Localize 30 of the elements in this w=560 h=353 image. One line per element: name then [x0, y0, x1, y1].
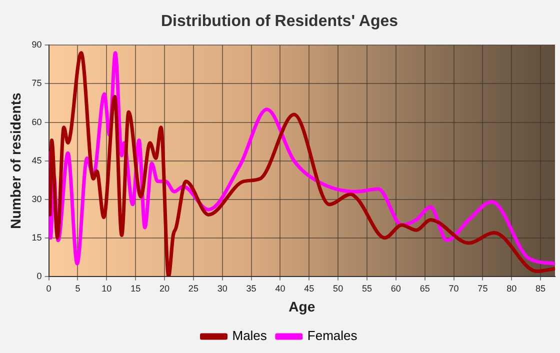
chart-title: Distribution of Residents' Ages	[160, 13, 398, 30]
y-tick-label: 60	[32, 116, 42, 127]
x-tick-label: 75	[478, 283, 488, 294]
x-tick-label: 25	[188, 283, 198, 294]
x-tick-label: 85	[536, 283, 546, 294]
y-tick-label: 90	[32, 40, 42, 50]
x-tick-label: 45	[304, 283, 314, 294]
x-tick-label: 50	[333, 283, 344, 294]
x-tick-label: 20	[160, 283, 170, 294]
y-tick-label: 75	[32, 78, 42, 88]
y-tick-label: 15	[32, 232, 42, 242]
x-axis-title: Age	[288, 298, 316, 314]
x-tick-label: 35	[246, 283, 256, 294]
x-tick-label: 60	[390, 283, 401, 294]
legend-label: Females	[307, 328, 358, 344]
y-tick-label: 45	[32, 155, 42, 166]
x-tick-label: 40	[275, 283, 286, 294]
y-tick-label: 30	[32, 194, 42, 204]
y-tick-label: 0	[36, 270, 42, 281]
x-tick-label: 55	[362, 283, 372, 294]
x-tick-label: 10	[102, 283, 112, 294]
x-tick-label: 30	[217, 283, 228, 294]
legend-label: Males	[232, 328, 268, 344]
x-tick-label: 0	[46, 283, 52, 294]
x-tick-label: 5	[75, 283, 80, 294]
x-tick-label: 65	[420, 283, 430, 294]
y-axis-title: Number of residents	[7, 92, 24, 229]
x-tick-label: 80	[506, 283, 517, 294]
x-tick-label: 15	[130, 283, 141, 294]
x-tick-label: 70	[448, 283, 459, 294]
